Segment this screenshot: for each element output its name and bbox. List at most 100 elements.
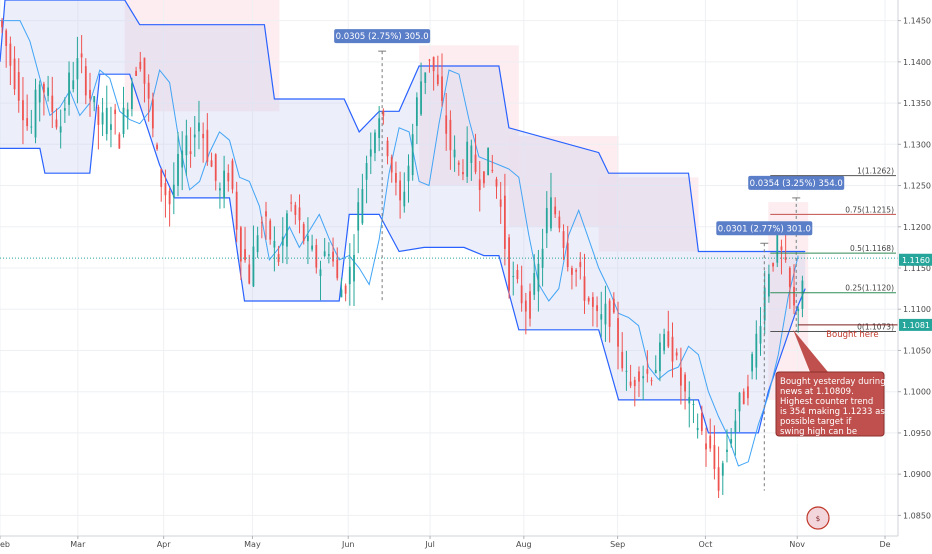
candle (738, 391, 741, 432)
candle (692, 399, 695, 424)
candle (361, 173, 364, 225)
measure-label: 0.0301 (2.77%) 301.0 (718, 224, 811, 234)
candle (214, 153, 217, 191)
candle (13, 46, 16, 96)
candle-body (403, 191, 406, 207)
candle-body (311, 245, 314, 250)
candle (420, 62, 422, 117)
candle-body (22, 100, 24, 121)
channel-fill (0, 0, 806, 433)
candle-body (705, 443, 707, 450)
candle-body (189, 151, 192, 155)
candle (759, 307, 762, 356)
candle-body (692, 404, 695, 406)
candle-body (755, 333, 758, 368)
candle (256, 226, 259, 258)
candle (143, 57, 146, 103)
candle (646, 350, 649, 383)
x-tick-label: Sep (610, 540, 625, 549)
y-tick-label: 1.1350 (903, 99, 931, 108)
candle (193, 116, 196, 157)
candle (503, 173, 506, 266)
candle-body (642, 376, 645, 379)
candle-body (248, 264, 251, 284)
candle (780, 239, 783, 275)
candle-body (235, 191, 238, 230)
candle (415, 92, 418, 145)
candle (751, 351, 754, 380)
candle (327, 242, 330, 264)
candle-body (537, 263, 540, 292)
candle-body (633, 380, 636, 387)
candle-body (202, 133, 205, 139)
candle (596, 296, 598, 328)
candle (43, 81, 45, 116)
candle-body (730, 439, 733, 444)
candle (89, 72, 91, 117)
candle (172, 162, 175, 215)
candle (550, 172, 552, 232)
candle (51, 76, 54, 129)
candle-body (294, 204, 297, 215)
candle-body (700, 412, 703, 432)
candle (679, 347, 682, 405)
candle-body (260, 222, 263, 224)
y-tick-label: 1.0900 (903, 470, 931, 479)
x-tick-label: De (879, 540, 890, 549)
channel-lower-line (0, 73, 806, 434)
candle-body (432, 56, 435, 72)
candle-body (72, 80, 75, 90)
candle-body (575, 270, 578, 272)
candle (177, 131, 179, 197)
y-tick-label: 1.1250 (903, 182, 931, 191)
candle (101, 97, 104, 137)
candle-body (286, 213, 288, 247)
candle-body (38, 84, 41, 103)
measure-label: 0.0305 (2.75%) 305.0 (336, 32, 429, 42)
measure-label-box (716, 221, 813, 236)
candle-body (520, 285, 523, 304)
zone-shade (419, 45, 519, 186)
candle-body (281, 236, 284, 246)
candle-body (478, 179, 481, 191)
candle-body (654, 369, 657, 374)
candle (122, 86, 125, 138)
candle-body (688, 397, 691, 404)
candle-body (583, 276, 586, 301)
candle-body (97, 106, 100, 125)
candle-body (776, 232, 779, 263)
candle-body (797, 308, 800, 312)
candle-body (307, 235, 309, 242)
candle (734, 409, 737, 456)
candle (403, 172, 406, 213)
candle-body (541, 248, 544, 268)
candle-body (198, 122, 200, 132)
candle-body (751, 354, 754, 372)
candle-body (474, 154, 477, 172)
candle-body (206, 129, 209, 162)
candle (399, 171, 402, 219)
candle-body (210, 160, 213, 167)
candle (5, 28, 8, 68)
candle (659, 333, 661, 382)
candle (93, 95, 96, 112)
candle (671, 322, 674, 378)
candle (650, 377, 653, 386)
candle-body (332, 251, 334, 262)
x-tick-label: Jul (424, 540, 435, 549)
candle-body (604, 303, 607, 325)
candle (1, 18, 3, 34)
candle (642, 365, 645, 401)
x-tick-label: May (244, 540, 261, 549)
candle (84, 58, 87, 105)
candle (654, 355, 657, 374)
candle (508, 234, 510, 299)
measure-label-box (748, 175, 845, 190)
y-tick-label: 1.1000 (903, 388, 931, 397)
candle-body (193, 134, 196, 138)
x-tick-label: Nov (789, 540, 805, 549)
candle-body (126, 109, 129, 118)
measure-label: 0.0354 (3.25%) 354.0 (750, 179, 843, 189)
